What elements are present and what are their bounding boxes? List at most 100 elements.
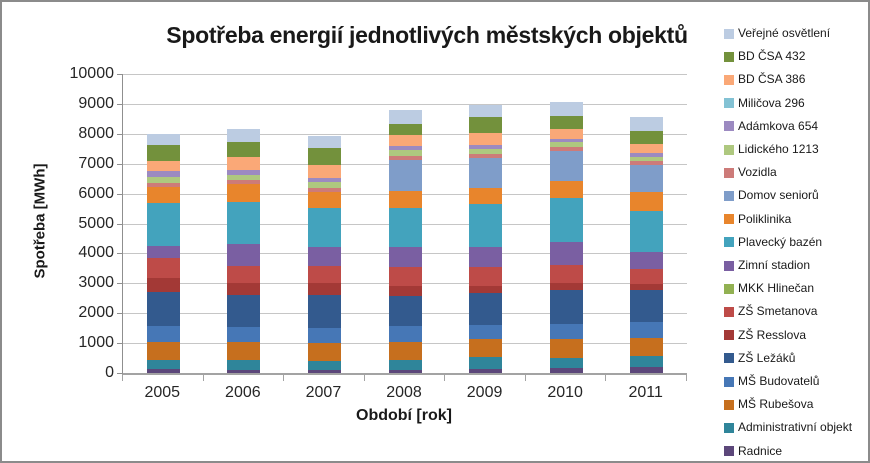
bar-segment[interactable] [388, 285, 422, 296]
bar-segment[interactable] [630, 356, 664, 367]
bar-segment[interactable] [469, 132, 503, 145]
bar-segment[interactable] [227, 174, 261, 180]
bar-segment[interactable] [469, 153, 503, 158]
bar-segment[interactable] [630, 117, 664, 132]
bar-segment[interactable] [630, 284, 664, 290]
bar-segment[interactable] [307, 295, 341, 328]
bar-segment[interactable] [549, 101, 583, 116]
bar-segment[interactable] [146, 145, 180, 161]
bar-segment[interactable] [146, 134, 180, 146]
bar-segment[interactable] [388, 326, 422, 342]
legend-item[interactable]: MŠ Rubešova [724, 398, 813, 411]
bar-segment[interactable] [469, 157, 503, 189]
bar-segment[interactable] [146, 258, 180, 279]
bar-segment[interactable] [630, 153, 664, 158]
bar-segment[interactable] [307, 266, 341, 283]
bar-segment[interactable] [227, 243, 261, 266]
bar-segment[interactable] [388, 135, 422, 147]
bar-segment[interactable] [227, 283, 261, 296]
bar-segment[interactable] [307, 369, 341, 373]
bar-segment[interactable] [227, 360, 261, 370]
bar-segment[interactable] [388, 295, 422, 327]
bar-segment[interactable] [146, 182, 180, 188]
bar-segment[interactable] [307, 148, 341, 166]
bar-segment[interactable] [388, 155, 422, 160]
legend-item[interactable]: Vozidla [724, 166, 777, 179]
legend-item[interactable]: BD ČSA 432 [724, 50, 805, 63]
bar-segment[interactable] [469, 339, 503, 357]
legend-item[interactable]: Lidického 1213 [724, 143, 819, 156]
bar-segment[interactable] [469, 104, 503, 117]
bar-segment[interactable] [469, 325, 503, 340]
bar-segment[interactable] [146, 342, 180, 360]
bar-segment[interactable] [227, 184, 261, 203]
bar-segment[interactable] [227, 202, 261, 244]
bar-segment[interactable] [549, 241, 583, 265]
bar-segment[interactable] [307, 181, 341, 188]
bar-segment[interactable] [630, 191, 664, 211]
bar-segment[interactable] [469, 116, 503, 133]
bar-segment[interactable] [630, 161, 664, 166]
legend-item[interactable]: Plavecký bazén [724, 235, 822, 249]
bar-segment[interactable] [469, 368, 503, 373]
bar-segment[interactable] [549, 147, 583, 151]
bar-segment[interactable] [549, 138, 583, 142]
bar-segment[interactable] [469, 267, 503, 286]
bar-segment[interactable] [227, 128, 261, 143]
bar-segment[interactable] [388, 149, 422, 156]
legend-item[interactable]: MŠ Budovatelů [724, 375, 819, 388]
legend-item[interactable]: Administrativní objekt [724, 421, 852, 434]
bar-segment[interactable] [307, 177, 341, 182]
bar-segment[interactable] [549, 180, 583, 199]
bar-segment[interactable] [469, 246, 503, 268]
bar-segment[interactable] [307, 165, 341, 178]
bar-segment[interactable] [549, 289, 583, 325]
legend-item[interactable]: Zimní stadion [724, 259, 810, 272]
bar-segment[interactable] [469, 285, 503, 293]
legend-item[interactable]: ZŠ Smetanova [724, 305, 817, 318]
bar-segment[interactable] [227, 295, 261, 327]
bar-segment[interactable] [146, 203, 180, 246]
bar-segment[interactable] [469, 293, 503, 326]
legend-item[interactable]: BD ČSA 386 [724, 73, 805, 86]
bar-segment[interactable] [227, 157, 261, 170]
bar-segment[interactable] [146, 292, 180, 326]
bar-segment[interactable] [307, 327, 341, 343]
bar-segment[interactable] [630, 367, 664, 373]
bar-segment[interactable] [549, 357, 583, 368]
bar-segment[interactable] [388, 110, 422, 124]
bar-segment[interactable] [469, 188, 503, 205]
bar-segment[interactable] [388, 341, 422, 360]
legend-item[interactable]: ZŠ Resslova [724, 328, 806, 342]
bar-segment[interactable] [146, 278, 180, 293]
bar-segment[interactable] [388, 247, 422, 267]
bar-segment[interactable] [307, 283, 341, 296]
legend-item[interactable]: Adámkova 654 [724, 119, 818, 133]
bar-segment[interactable] [630, 143, 664, 154]
bar-segment[interactable] [388, 207, 422, 248]
bar-segment[interactable] [388, 190, 422, 208]
bar-segment[interactable] [388, 146, 422, 150]
bar-segment[interactable] [388, 267, 422, 286]
bar-segment[interactable] [549, 150, 583, 181]
bar-segment[interactable] [388, 123, 422, 136]
bar-segment[interactable] [549, 264, 583, 283]
legend-item[interactable]: Domov seniorů [724, 189, 819, 202]
bar-segment[interactable] [630, 210, 664, 253]
bar-segment[interactable] [549, 198, 583, 242]
bar-segment[interactable] [388, 369, 422, 373]
bar-segment[interactable] [307, 342, 341, 362]
legend-item[interactable]: Poliklinika [724, 212, 791, 226]
bar-segment[interactable] [146, 160, 180, 172]
bar-segment[interactable] [549, 367, 583, 373]
bar-segment[interactable] [146, 171, 180, 178]
bar-segment[interactable] [307, 187, 341, 192]
bar-segment[interactable] [146, 177, 180, 183]
legend-item[interactable]: Veřejné osvětlení [724, 27, 830, 40]
bar-segment[interactable] [630, 157, 664, 162]
bar-segment[interactable] [307, 208, 341, 248]
bar-segment[interactable] [630, 165, 664, 192]
bar-segment[interactable] [227, 326, 261, 343]
bar-segment[interactable] [549, 339, 583, 358]
bar-segment[interactable] [227, 179, 261, 185]
